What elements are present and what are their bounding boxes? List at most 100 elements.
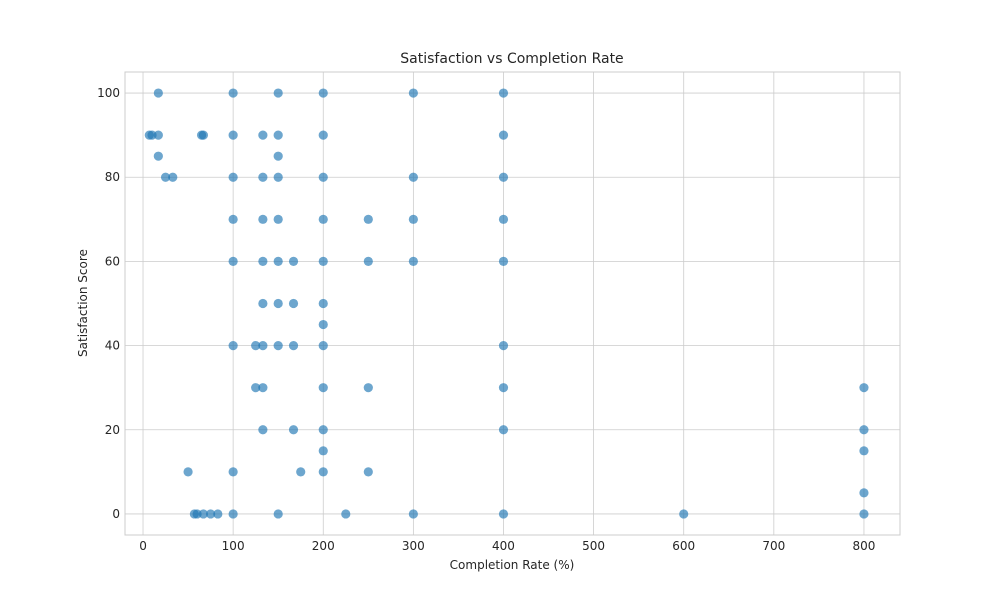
data-point (498, 130, 509, 140)
data-point (318, 383, 328, 393)
y-axis-label: Satisfaction Score (76, 249, 90, 357)
data-point (318, 467, 328, 477)
x-tick-label: 800 (853, 539, 876, 553)
data-points (144, 88, 869, 519)
data-point (192, 509, 202, 519)
y-tick-label: 0 (112, 507, 120, 521)
y-tick-label: 40 (105, 339, 120, 353)
data-point (318, 446, 328, 456)
data-point (498, 214, 509, 224)
data-point (498, 509, 509, 519)
chart-title: Satisfaction vs Completion Rate (400, 51, 623, 67)
data-point (198, 130, 209, 140)
data-point (273, 130, 283, 140)
data-point (153, 130, 163, 140)
data-point (153, 151, 163, 161)
data-point (273, 256, 283, 267)
data-point (273, 214, 283, 224)
data-point (679, 509, 689, 519)
data-point (273, 298, 283, 309)
data-point (258, 298, 268, 309)
x-axis-label: Completion Rate (%) (450, 558, 575, 572)
data-point (258, 340, 268, 351)
data-point (168, 172, 178, 182)
data-point (363, 383, 373, 393)
y-tick-labels: 0 20 40 60 80 100 (97, 86, 120, 521)
data-point (341, 509, 351, 519)
data-point (318, 214, 328, 224)
data-point (273, 172, 283, 182)
data-point (273, 88, 283, 98)
data-point (228, 214, 238, 224)
data-point (198, 509, 209, 519)
data-point (408, 509, 418, 519)
data-point (408, 214, 418, 224)
data-point (318, 172, 328, 182)
data-point (318, 130, 328, 140)
x-tick-label: 700 (762, 539, 785, 553)
data-point (408, 256, 418, 267)
data-point (859, 446, 869, 456)
plot-frame (124, 71, 901, 536)
data-point (498, 172, 509, 182)
data-point (228, 130, 238, 140)
data-point (258, 256, 268, 267)
data-point (153, 88, 163, 98)
data-point (228, 509, 238, 519)
x-tick-labels: 0 100 200 300 400 500 600 700 800 (139, 539, 875, 553)
x-tick-label: 100 (222, 539, 245, 553)
data-point (206, 509, 216, 519)
data-point (183, 467, 193, 477)
data-point (498, 88, 509, 98)
data-point (258, 130, 268, 140)
data-point (228, 172, 238, 182)
data-point (408, 172, 418, 182)
data-point (273, 509, 283, 519)
data-point (363, 467, 373, 477)
data-point (859, 509, 869, 519)
data-point (318, 425, 328, 435)
data-point (228, 88, 238, 98)
x-gridlines (142, 72, 865, 535)
data-point (147, 130, 157, 140)
data-point (859, 488, 869, 498)
data-point (408, 88, 418, 98)
data-point (288, 340, 299, 351)
data-point (288, 425, 299, 435)
data-point (273, 151, 283, 161)
data-point (213, 509, 223, 519)
data-point (288, 256, 299, 267)
data-point (859, 425, 869, 435)
data-point (258, 172, 268, 182)
data-point (318, 319, 328, 330)
x-tick-label: 500 (582, 539, 605, 553)
data-point (288, 298, 299, 309)
data-point (318, 256, 328, 267)
data-point (859, 383, 869, 393)
data-point (498, 256, 509, 267)
data-point (251, 383, 261, 393)
data-point (258, 214, 268, 224)
data-point (363, 256, 373, 267)
y-tick-label: 20 (105, 423, 120, 437)
y-tick-label: 60 (105, 254, 120, 268)
data-point (258, 425, 268, 435)
x-tick-label: 300 (402, 539, 425, 553)
data-point (296, 467, 306, 477)
data-point (318, 88, 328, 98)
data-point (498, 425, 509, 435)
data-point (228, 340, 238, 351)
data-point (498, 340, 509, 351)
data-point (273, 340, 283, 351)
x-tick-label: 400 (492, 539, 515, 553)
data-point (228, 256, 238, 267)
x-tick-label: 200 (312, 539, 335, 553)
data-point (318, 340, 328, 351)
data-point (498, 383, 509, 393)
x-tick-label: 600 (672, 539, 695, 553)
data-point (363, 214, 373, 224)
data-point (228, 467, 238, 477)
data-point (318, 298, 328, 309)
